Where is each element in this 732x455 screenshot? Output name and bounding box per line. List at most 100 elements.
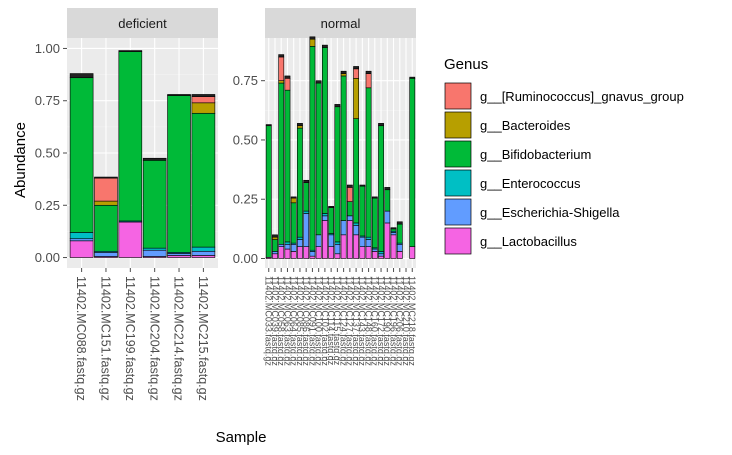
bar-segment-other xyxy=(272,234,278,238)
bar-segment-g-lactobacillus xyxy=(309,255,316,259)
facet-strip-label: deficient xyxy=(118,16,167,31)
bar-segment-g-escherichia-shigella xyxy=(315,234,322,247)
bar-segment-g-enterococcus xyxy=(191,246,216,252)
y-tick-label: 0.00 xyxy=(233,251,258,266)
bar-segment-g-enterococcus xyxy=(334,241,341,245)
bar-segment-g-bifidobacterium xyxy=(378,125,384,252)
bar-segment-other xyxy=(390,227,397,230)
bar-segment-other xyxy=(94,176,118,179)
bar-segment-g-ruminococcus-gnavus-group xyxy=(284,78,291,91)
y-tick-label: 0.50 xyxy=(35,146,60,161)
bar-segment-other xyxy=(118,50,143,52)
bar-segment-g-ruminococcus-gnavus-group xyxy=(191,96,216,104)
bar-segment-g-lactobacillus xyxy=(371,251,378,259)
bar-segment-g-lactobacillus xyxy=(297,246,303,259)
bar-segment-g-lactobacillus xyxy=(290,251,297,259)
x-tick-label: 11402.MC124.fastq.gz xyxy=(338,276,348,366)
facet-strip-label: normal xyxy=(321,16,361,31)
bar-segment-g-bacteroides xyxy=(297,125,303,129)
bar-segment-g-bifidobacterium xyxy=(365,87,372,238)
bar-segment-g-enterococcus xyxy=(297,236,303,240)
x-tick-label: 11402.MC218.fastq.gz xyxy=(407,276,417,366)
bar-segment-g-escherichia-shigella xyxy=(284,243,291,250)
bar-segment-other xyxy=(409,76,416,79)
bar-segment-g-escherichia-shigella xyxy=(328,234,335,247)
bar-segment-g-bifidobacterium xyxy=(309,45,316,251)
bar-segment-g-bifidobacterium xyxy=(191,112,216,248)
y-tick-label: 0.75 xyxy=(35,93,60,108)
panel-deficient: deficient 0.00 0.25 0.50 0.75 1.00 11402.MC088… xyxy=(35,8,218,401)
bar-segment-other xyxy=(334,104,341,108)
bar-segment-g-enterococcus xyxy=(365,236,372,240)
bar-segment-g-bifidobacterium xyxy=(272,239,278,252)
legend-label: g__Bacteroides xyxy=(480,118,571,133)
bar-segment-other xyxy=(315,80,322,84)
bar-segment-g-lactobacillus xyxy=(365,246,372,259)
bar-segment-g-escherichia-shigella xyxy=(378,253,384,257)
y-tick-label: 0.25 xyxy=(233,192,258,207)
bar-segment-g-bacteroides xyxy=(191,102,216,114)
legend-label: g__Lactobacillus xyxy=(480,234,577,249)
legend-key-g-bacteroides xyxy=(444,111,472,139)
bar-segment-g-escherichia-shigella xyxy=(142,249,167,257)
legend: Genus g__[Ruminococcus]_gnavus_group g__B… xyxy=(444,56,684,255)
bar-segment-g-lactobacillus xyxy=(340,234,347,259)
bar-segment-other xyxy=(167,94,191,96)
legend-key-g-enterococcus xyxy=(444,169,472,197)
bar-segment-other xyxy=(365,70,372,74)
x-axis-title: Sample xyxy=(216,429,267,446)
bar-segment-other xyxy=(328,206,335,208)
x-tick-label: 11402.MC086.fastq.gz xyxy=(301,276,311,366)
x-tick-label: 11402.MC206.fastq.gz xyxy=(395,276,405,366)
bar-segment-g-lactobacillus xyxy=(167,255,191,258)
x-tick-label: 11402.MC172.fastq.gz xyxy=(376,276,386,366)
bar-segment-other xyxy=(191,94,216,97)
y-axis-title: Abundance xyxy=(12,122,29,198)
x-tick-label: 11402.MC148.fastq.gz xyxy=(363,276,373,366)
bar-segment-other xyxy=(303,179,310,183)
x-tick-label: 11402.MC196.fastq.gz xyxy=(388,276,398,366)
legend-label: g__Escherichia-Shigella xyxy=(480,205,620,220)
y-tick-label: 0.25 xyxy=(35,198,60,213)
x-tick-label: 11402.MC143.fastq.gz xyxy=(357,276,367,366)
bar-segment-g-escherichia-shigella xyxy=(334,243,341,255)
x-tick-label: 11402.MC160.fastq.gz xyxy=(370,276,380,366)
legend-label: g__Bifidobacterium xyxy=(480,147,591,162)
x-tick-label: 11402.MC100.fastq.gz xyxy=(314,276,324,366)
x-tick-label: 11402.MC115.fastq.gz xyxy=(332,276,342,366)
bar-segment-g-bifidobacterium xyxy=(69,77,94,233)
bar-segment-other xyxy=(353,66,359,70)
x-tick-label: 11402.MC214.fastq.gz xyxy=(172,276,186,401)
x-tick-label: 11402.MC058.fastq.gz xyxy=(276,276,286,366)
panel-normal: normal 0.00 0.25 0.50 0.75 11402.MC033.fastq.… xyxy=(233,8,417,366)
bar-segment-g-escherichia-shigella xyxy=(365,239,372,247)
x-tick-label: 11402.MC114.fastq.gz xyxy=(326,276,336,366)
bar-segment-g-bacteroides xyxy=(290,197,297,204)
x-tick-label: 11402.MC064.fastq.gz xyxy=(289,276,299,366)
bar-segment-other xyxy=(346,184,353,188)
bar-segment-g-bifidobacterium xyxy=(353,118,359,224)
x-tick-label: 11402.MC204.fastq.gz xyxy=(147,276,161,401)
bar-segment-g-escherichia-shigella xyxy=(359,236,366,247)
bar-segment-g-lactobacillus xyxy=(359,246,366,259)
bar-segment-g-enterococcus xyxy=(378,251,384,255)
bar-segment-g-lactobacillus xyxy=(384,222,391,259)
bar-segment-g-lactobacillus xyxy=(69,240,94,258)
bar-segment-g-lactobacillus xyxy=(346,220,353,259)
bar-segment-g-bifidobacterium xyxy=(328,207,335,234)
bar-segment-other xyxy=(297,123,303,127)
bar-segment-other xyxy=(309,36,316,40)
bar-segment-g-escherichia-shigella xyxy=(353,225,359,236)
bar-segment-g-ruminococcus-gnavus-group xyxy=(353,68,359,79)
x-tick-label: 11402.MC085.fastq.gz xyxy=(295,276,305,366)
bar-segment-other xyxy=(284,75,291,79)
bar-segment-g-ruminococcus-gnavus-group xyxy=(365,73,372,89)
bar-segment-other xyxy=(322,44,328,48)
bar-segment-g-bifidobacterium xyxy=(284,89,291,243)
bar-segment-other xyxy=(396,221,403,225)
bar-segment-g-escherichia-shigella xyxy=(191,250,216,256)
bar-segment-g-escherichia-shigella xyxy=(69,238,94,242)
bar-segment-g-bifidobacterium xyxy=(278,82,285,245)
facet-strip xyxy=(265,8,416,38)
x-tick-label: 11402.MC091.fastq.gz xyxy=(307,276,317,366)
